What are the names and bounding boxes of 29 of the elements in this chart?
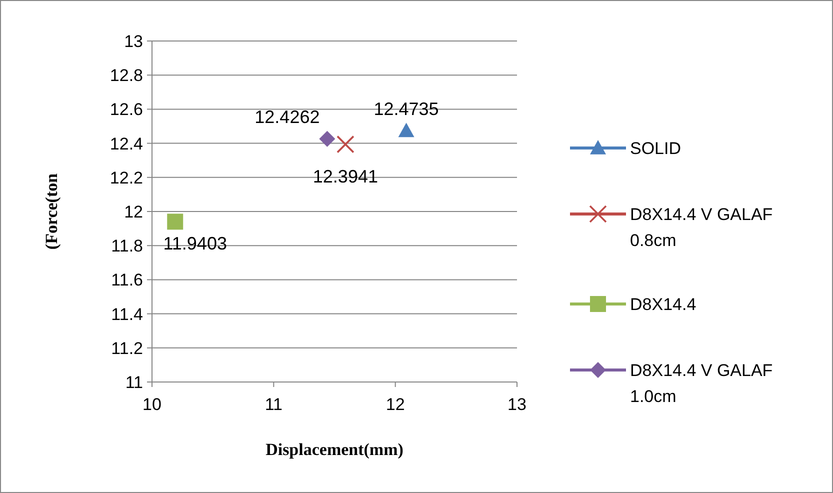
- point: [319, 130, 336, 147]
- y-tick-label: 12.4: [110, 134, 143, 154]
- point: [336, 135, 354, 154]
- x-axis-title: Displacement(mm): [266, 440, 404, 459]
- point: [398, 122, 414, 138]
- y-tick-label: 12.8: [110, 66, 143, 86]
- y-tick-label: 11.8: [111, 236, 143, 256]
- y-tick-label: 12: [124, 202, 143, 222]
- y-tick-label: 11: [125, 372, 143, 392]
- legend-label: D8X14.4: [630, 294, 696, 314]
- y-axis-title: (Force(ton: [42, 172, 61, 250]
- x-tick-label: 12: [386, 395, 405, 414]
- legend-label: SOLID: [630, 138, 682, 158]
- y-tick-label: 13: [124, 32, 143, 51]
- x-tick-label: 11: [264, 395, 282, 414]
- y-tick-label: 12.2: [110, 168, 143, 188]
- legend-label: D8X14.4 V GALAF 1.0cm: [630, 360, 773, 406]
- y-tick-label: 12.6: [110, 100, 143, 120]
- legend-label: D8X14.4 V GALAF 0.8cm: [630, 204, 773, 250]
- data-label: 11.9403: [163, 234, 227, 254]
- x-tick-label: 10: [142, 395, 162, 414]
- data-label: 12.4262: [254, 106, 320, 127]
- data-label: 12.3941: [312, 166, 378, 186]
- point: [167, 214, 184, 230]
- y-tick-label: 11.2: [111, 338, 143, 358]
- y-tick-label: 11.6: [111, 270, 143, 290]
- x-tick-label: 13: [508, 395, 526, 414]
- data-label: 12.4735: [374, 98, 439, 119]
- y-tick-label: 11.4: [111, 304, 143, 324]
